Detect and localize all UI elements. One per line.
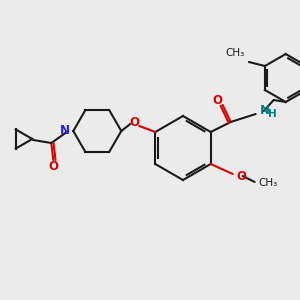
Text: O: O <box>129 116 139 130</box>
Text: CH₃: CH₃ <box>259 178 278 188</box>
Text: O: O <box>237 170 247 184</box>
Text: O: O <box>48 160 58 173</box>
Text: O: O <box>213 94 223 106</box>
Text: H: H <box>268 109 277 119</box>
Text: N: N <box>260 104 270 118</box>
Text: CH₃: CH₃ <box>226 48 245 58</box>
Text: N: N <box>60 124 70 136</box>
